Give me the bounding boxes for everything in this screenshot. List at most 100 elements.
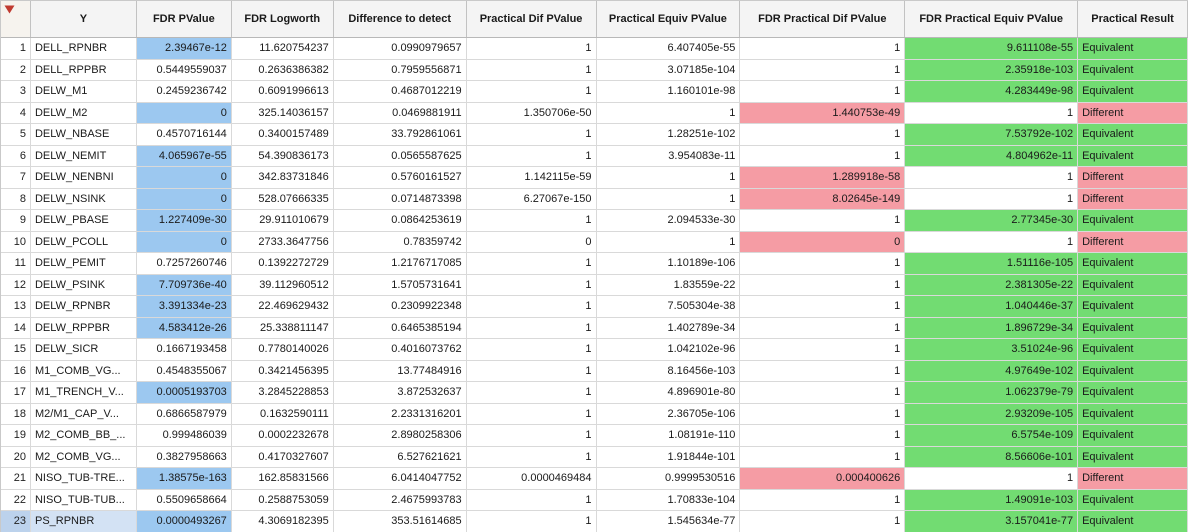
cell-practical_dif_pvalue[interactable]: 1 — [466, 59, 597, 81]
cell-practical_equiv_pvalue[interactable]: 1.28251e-102 — [596, 124, 741, 146]
cell-practical_equiv_pvalue[interactable]: 1.83559e-22 — [596, 274, 741, 296]
cell-fdr_practical_dif_pvalue[interactable]: 1 — [740, 511, 906, 532]
cell-fdr_practical_dif_pvalue[interactable]: 1 — [740, 253, 906, 275]
cell-fdr_logworth[interactable]: 29.911010679 — [231, 210, 334, 232]
cell-practical_result[interactable]: Different — [1078, 102, 1188, 124]
table-row[interactable]: 8 DELW_NSINK 0 528.07666335 0.0714873398 6.27… — [1, 188, 1188, 210]
cell-y[interactable]: DELW_RPPBR — [30, 317, 137, 339]
cell-fdr_pvalue[interactable]: 1.38575e-163 — [136, 468, 232, 490]
cell-fdr_practical_dif_pvalue[interactable]: 1.440753e-49 — [740, 102, 906, 124]
cell-fdr_practical_dif_pvalue[interactable]: 0 — [740, 231, 906, 253]
cell-difference_to_detect[interactable]: 0.4687012219 — [333, 81, 467, 103]
cell-practical_equiv_pvalue[interactable]: 2.36705e-106 — [596, 403, 741, 425]
row-number[interactable]: 23 — [1, 511, 31, 532]
cell-y[interactable]: DELW_PBASE — [30, 210, 137, 232]
cell-difference_to_detect[interactable]: 0.2309922348 — [333, 296, 467, 318]
table-row[interactable]: 3 DELW_M1 0.2459236742 0.6091996613 0.468701… — [1, 81, 1188, 103]
cell-fdr_pvalue[interactable]: 0.4570716144 — [136, 124, 232, 146]
cell-y[interactable]: PS_RPNBR — [30, 511, 137, 532]
cell-difference_to_detect[interactable]: 33.792861061 — [333, 124, 467, 146]
cell-fdr_pvalue[interactable]: 1.227409e-30 — [136, 210, 232, 232]
cell-fdr_practical_dif_pvalue[interactable]: 1 — [740, 296, 906, 318]
cell-fdr_practical_equiv_pvalue[interactable]: 1.51116e-105 — [905, 253, 1079, 275]
row-number[interactable]: 3 — [1, 81, 31, 103]
row-number[interactable]: 20 — [1, 446, 31, 468]
cell-difference_to_detect[interactable]: 1.5705731641 — [333, 274, 467, 296]
table-row[interactable]: 16 M1_COMB_VG... 0.4548355067 0.3421456395 1… — [1, 360, 1188, 382]
row-number[interactable]: 1 — [1, 38, 31, 60]
cell-y[interactable]: DELW_PSINK — [30, 274, 137, 296]
cell-y[interactable]: DELW_M1 — [30, 81, 137, 103]
table-row[interactable]: 15 DELW_SICR 0.1667193458 0.7780140026 0.401… — [1, 339, 1188, 361]
cell-practical_result[interactable]: Equivalent — [1078, 296, 1188, 318]
cell-practical_dif_pvalue[interactable]: 1 — [466, 210, 597, 232]
cell-practical_result[interactable]: Equivalent — [1078, 81, 1188, 103]
cell-fdr_pvalue[interactable]: 4.065967e-55 — [136, 145, 232, 167]
cell-y[interactable]: DELL_RPPBR — [30, 59, 137, 81]
cell-fdr_practical_dif_pvalue[interactable]: 1 — [740, 81, 906, 103]
cell-practical_equiv_pvalue[interactable]: 0.9999530516 — [596, 468, 741, 490]
row-number[interactable]: 10 — [1, 231, 31, 253]
cell-practical_equiv_pvalue[interactable]: 1.08191e-110 — [596, 425, 741, 447]
cell-fdr_pvalue[interactable]: 0.5509658664 — [136, 489, 232, 511]
cell-practical_result[interactable]: Equivalent — [1078, 339, 1188, 361]
cell-difference_to_detect[interactable]: 0.7959556871 — [333, 59, 467, 81]
cell-fdr_practical_equiv_pvalue[interactable]: 4.97649e-102 — [905, 360, 1079, 382]
table-corner-cell[interactable] — [1, 1, 31, 37]
cell-practical_result[interactable]: Equivalent — [1078, 317, 1188, 339]
cell-fdr_pvalue[interactable]: 0 — [136, 102, 232, 124]
cell-difference_to_detect[interactable]: 0.0714873398 — [333, 188, 467, 210]
cell-fdr_logworth[interactable]: 0.0002232678 — [231, 425, 334, 447]
cell-fdr_pvalue[interactable]: 0.1667193458 — [136, 339, 232, 361]
cell-practical_dif_pvalue[interactable]: 1 — [466, 296, 597, 318]
cell-fdr_practical_equiv_pvalue[interactable]: 4.283449e-98 — [905, 81, 1079, 103]
cell-practical_equiv_pvalue[interactable]: 1.10189e-106 — [596, 253, 741, 275]
cell-practical_result[interactable]: Equivalent — [1078, 253, 1188, 275]
cell-difference_to_detect[interactable]: 0.4016073762 — [333, 339, 467, 361]
cell-fdr_practical_equiv_pvalue[interactable]: 3.157041e-77 — [905, 511, 1079, 532]
cell-fdr_logworth[interactable]: 325.14036157 — [231, 102, 334, 124]
table-row[interactable]: 22 NISO_TUB-TUB... 0.5509658664 0.258875305… — [1, 489, 1188, 511]
cell-fdr_pvalue[interactable]: 0.3827958663 — [136, 446, 232, 468]
cell-fdr_practical_dif_pvalue[interactable]: 1 — [740, 403, 906, 425]
cell-difference_to_detect[interactable]: 6.0414047752 — [333, 468, 467, 490]
cell-practical_equiv_pvalue[interactable]: 3.07185e-104 — [596, 59, 741, 81]
column-header-fdr-logworth[interactable]: FDR Logworth — [232, 1, 334, 37]
cell-fdr_practical_dif_pvalue[interactable]: 1 — [740, 124, 906, 146]
cell-practical_result[interactable]: Equivalent — [1078, 38, 1188, 60]
cell-practical_result[interactable]: Equivalent — [1078, 124, 1188, 146]
cell-fdr_practical_equiv_pvalue[interactable]: 2.77345e-30 — [905, 210, 1079, 232]
cell-fdr_logworth[interactable]: 11.620754237 — [231, 38, 334, 60]
cell-fdr_logworth[interactable]: 0.1392272729 — [231, 253, 334, 275]
cell-practical_dif_pvalue[interactable]: 1 — [466, 38, 597, 60]
cell-fdr_pvalue[interactable]: 0.0000493267 — [136, 511, 232, 532]
cell-fdr_practical_equiv_pvalue[interactable]: 7.53792e-102 — [905, 124, 1079, 146]
cell-fdr_practical_dif_pvalue[interactable]: 1 — [740, 489, 906, 511]
cell-practical_dif_pvalue[interactable]: 1 — [466, 253, 597, 275]
row-number[interactable]: 4 — [1, 102, 31, 124]
cell-practical_equiv_pvalue[interactable]: 4.896901e-80 — [596, 382, 741, 404]
cell-practical_result[interactable]: Equivalent — [1078, 145, 1188, 167]
cell-y[interactable]: M1_TRENCH_V... — [30, 382, 137, 404]
cell-fdr_pvalue[interactable]: 4.583412e-26 — [136, 317, 232, 339]
cell-fdr_pvalue[interactable]: 7.709736e-40 — [136, 274, 232, 296]
cell-fdr_practical_dif_pvalue[interactable]: 1 — [740, 339, 906, 361]
cell-fdr_logworth[interactable]: 0.7780140026 — [231, 339, 334, 361]
table-row[interactable]: 21 NISO_TUB-TRE... 1.38575e-163 162.8583156… — [1, 468, 1188, 490]
cell-fdr_logworth[interactable]: 2733.3647756 — [231, 231, 334, 253]
cell-fdr_practical_equiv_pvalue[interactable]: 2.93209e-105 — [905, 403, 1079, 425]
cell-practical_result[interactable]: Different — [1078, 167, 1188, 189]
row-number[interactable]: 22 — [1, 489, 31, 511]
cell-fdr_logworth[interactable]: 0.3400157489 — [231, 124, 334, 146]
cell-fdr_pvalue[interactable]: 0.5449559037 — [136, 59, 232, 81]
cell-y[interactable]: DELL_RPNBR — [30, 38, 137, 60]
cell-practical_equiv_pvalue[interactable]: 1.042102e-96 — [596, 339, 741, 361]
table-row[interactable]: 23 PS_RPNBR 0.0000493267 4.3069182395 353.51… — [1, 511, 1188, 532]
cell-practical_dif_pvalue[interactable]: 0 — [466, 231, 597, 253]
cell-fdr_practical_equiv_pvalue[interactable]: 1 — [905, 102, 1079, 124]
cell-practical_equiv_pvalue[interactable]: 8.16456e-103 — [596, 360, 741, 382]
cell-fdr_pvalue[interactable]: 3.391334e-23 — [136, 296, 232, 318]
cell-difference_to_detect[interactable]: 2.8980258306 — [333, 425, 467, 447]
cell-fdr_practical_equiv_pvalue[interactable]: 8.56606e-101 — [905, 446, 1079, 468]
cell-fdr_practical_equiv_pvalue[interactable]: 6.5754e-109 — [905, 425, 1079, 447]
